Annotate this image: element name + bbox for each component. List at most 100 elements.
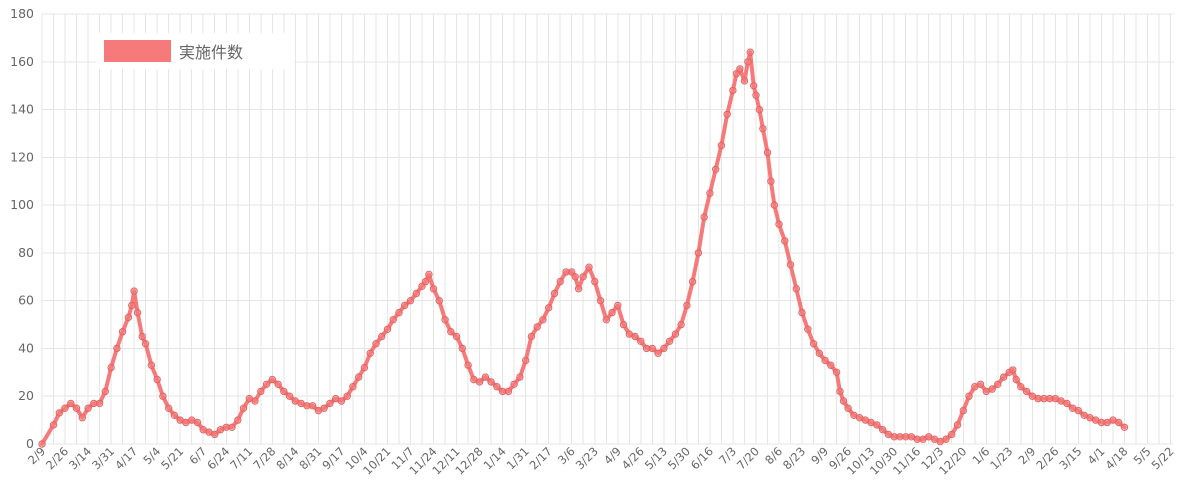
data-point[interactable] [389, 316, 397, 324]
data-point[interactable] [942, 435, 950, 443]
data-point[interactable] [447, 328, 455, 336]
data-point[interactable] [383, 325, 392, 333]
data-point[interactable] [706, 189, 714, 197]
data-point[interactable] [827, 361, 835, 369]
data-point[interactable] [775, 220, 783, 228]
data-point[interactable] [441, 316, 449, 324]
data-point[interactable] [49, 421, 58, 429]
data-point[interactable] [844, 404, 852, 412]
data-point[interactable] [366, 349, 374, 357]
data-point[interactable] [1009, 366, 1017, 374]
data-point[interactable] [274, 380, 282, 388]
data-point[interactable] [574, 285, 583, 293]
data-point[interactable] [128, 301, 136, 310]
data-point[interactable] [836, 387, 844, 396]
data-point[interactable] [902, 433, 910, 441]
data-point[interactable] [591, 277, 599, 286]
data-point[interactable] [694, 249, 703, 257]
data-point[interactable] [959, 406, 967, 415]
data-point[interactable] [965, 392, 973, 400]
data-point[interactable] [642, 344, 651, 353]
data-point[interactable] [976, 380, 985, 388]
data-point[interactable] [138, 332, 146, 341]
data-point[interactable] [118, 328, 127, 336]
data-point[interactable] [786, 261, 795, 269]
data-point[interactable] [101, 387, 110, 396]
data-point[interactable] [159, 392, 167, 400]
data-point[interactable] [429, 285, 438, 293]
data-point[interactable] [239, 404, 248, 412]
data-point[interactable] [38, 440, 46, 448]
data-point[interactable] [487, 378, 495, 386]
data-point[interactable] [585, 263, 593, 271]
data-point[interactable] [732, 70, 741, 78]
data-point[interactable] [378, 332, 386, 341]
data-point[interactable] [280, 387, 288, 396]
data-point[interactable] [360, 363, 369, 372]
data-point[interactable] [539, 316, 547, 324]
data-point[interactable] [475, 378, 484, 386]
data-point[interactable] [637, 337, 645, 345]
data-point[interactable] [999, 373, 1008, 381]
data-point[interactable] [464, 361, 472, 369]
data-point[interactable] [130, 287, 138, 295]
data-point[interactable] [1115, 418, 1123, 427]
legend-label[interactable]: 実施件数 [179, 43, 243, 62]
data-point[interactable] [631, 332, 639, 341]
data-point[interactable] [355, 373, 363, 381]
data-point[interactable] [767, 177, 775, 185]
data-point[interactable] [579, 273, 587, 281]
data-point[interactable] [228, 423, 236, 431]
data-point[interactable] [84, 404, 92, 412]
data-point[interactable] [257, 387, 265, 396]
data-point[interactable] [660, 344, 668, 353]
data-point[interactable] [165, 404, 173, 412]
data-point[interactable] [729, 86, 737, 95]
data-point[interactable] [107, 363, 115, 372]
data-point[interactable] [222, 423, 231, 431]
data-point[interactable] [568, 268, 576, 276]
data-point[interactable] [654, 349, 662, 357]
data-point[interactable] [614, 301, 622, 310]
data-point[interactable] [458, 344, 466, 353]
data-point[interactable] [133, 308, 142, 317]
data-point[interactable] [763, 148, 772, 157]
data-point[interactable] [435, 297, 443, 305]
data-point[interactable] [320, 404, 328, 412]
data-point[interactable] [821, 356, 829, 365]
data-point[interactable] [61, 404, 69, 412]
data-point[interactable] [1022, 387, 1031, 396]
data-point[interactable] [809, 340, 818, 348]
data-point[interactable] [988, 385, 996, 393]
data-point[interactable] [815, 349, 823, 357]
data-point[interactable] [688, 277, 697, 286]
data-point[interactable] [481, 373, 490, 381]
data-point[interactable] [516, 373, 524, 381]
data-point[interactable] [994, 380, 1002, 388]
data-point[interactable] [890, 433, 898, 441]
data-point[interactable] [879, 426, 887, 434]
legend-swatch[interactable] [104, 40, 171, 62]
data-point[interactable] [665, 337, 674, 345]
data-point[interactable] [1097, 418, 1106, 427]
data-point[interactable] [395, 308, 403, 317]
data-point[interactable] [1045, 394, 1054, 403]
data-point[interactable] [285, 392, 294, 400]
data-point[interactable] [744, 58, 752, 66]
data-point[interactable] [832, 368, 841, 376]
legend[interactable]: 実施件数 [96, 33, 294, 69]
data-point[interactable] [372, 340, 380, 348]
data-point[interactable] [873, 421, 881, 429]
data-point[interactable] [268, 375, 276, 384]
data-point[interactable] [193, 418, 202, 427]
data-point[interactable] [72, 404, 81, 412]
data-point[interactable] [804, 325, 812, 333]
data-point[interactable] [425, 270, 433, 279]
data-point[interactable] [562, 268, 570, 276]
data-point[interactable] [1034, 394, 1042, 403]
data-point[interactable] [124, 313, 133, 322]
data-point[interactable] [839, 397, 848, 405]
data-point[interactable] [326, 399, 334, 408]
data-point[interactable] [533, 323, 541, 331]
data-point[interactable] [948, 430, 956, 439]
